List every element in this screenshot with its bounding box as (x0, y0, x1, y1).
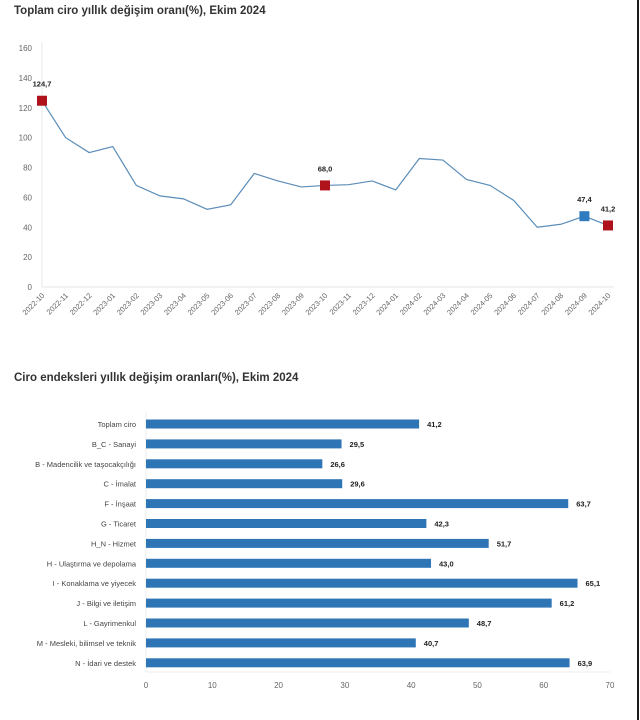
y-tick-label: 80 (23, 164, 32, 173)
bar-value-label: 42,3 (434, 520, 449, 529)
x-tick-label: 2024-02 (398, 291, 424, 317)
bar-value-label: 61,2 (560, 599, 575, 608)
bar (146, 578, 578, 588)
highlight-marker (603, 220, 613, 231)
x-tick-label: 70 (606, 681, 615, 690)
y-tick-label: 60 (23, 193, 32, 202)
x-tick-label: 60 (539, 681, 548, 690)
category-label: F - İnşaat (104, 500, 137, 509)
x-tick-label: 30 (340, 681, 349, 690)
x-tick-label: 2024-03 (421, 291, 447, 317)
category-label: J - Bilgi ve iletişim (76, 599, 136, 608)
x-tick-label: 2023-02 (115, 291, 141, 317)
bar-value-label: 51,7 (497, 539, 512, 548)
bar (146, 459, 323, 469)
bar-chart-title: Ciro endeksleri yıllık değişim oranları(… (14, 372, 299, 384)
x-tick-label: 2022-11 (45, 291, 70, 316)
x-tick-label: 2024-08 (539, 291, 565, 317)
x-tick-label: 2023-06 (209, 291, 235, 317)
x-tick-label: 2022-10 (21, 291, 47, 317)
x-tick-label: 2023-09 (280, 291, 306, 317)
highlight-marker (579, 211, 590, 222)
x-tick-label: 2023-04 (162, 291, 188, 317)
bar-chart: 0 10 20 30 40 50 60 70 Toplam ciro 41,2 B_C - Sana… (35, 412, 615, 690)
x-tick-label: 10 (208, 681, 217, 690)
category-label: B - Madencilik ve taşocakçılığı (35, 460, 136, 469)
category-label: H_N - Hizmet (91, 539, 137, 548)
x-tick-label: 2024-04 (445, 291, 471, 317)
category-label: H - Ulaştırma ve depolama (47, 559, 137, 568)
bar-value-label: 26,6 (330, 460, 345, 469)
bar-value-label: 48,7 (477, 619, 492, 628)
data-label: 124,7 (33, 80, 52, 89)
bar-value-label: 63,9 (578, 659, 593, 668)
category-label: M - Mesleki, bilimsel ve teknik (37, 639, 136, 648)
bar-value-label: 41,2 (427, 420, 442, 429)
category-label: Toplam ciro (98, 420, 136, 429)
x-tick-label: 50 (473, 681, 482, 690)
line-chart: 0 20 40 60 80 100 120 140 160 2022-102022-112022-… (19, 42, 616, 317)
right-border (637, 0, 639, 720)
x-tick-label: 2023-07 (233, 291, 259, 317)
x-tick-label: 2024-06 (492, 291, 518, 317)
highlight-marker (37, 95, 47, 106)
x-tick-label: 2024-05 (469, 291, 495, 317)
bar (146, 479, 343, 489)
y-tick-label: 40 (23, 223, 32, 232)
bar (146, 558, 432, 568)
bar-value-label: 29,6 (350, 480, 365, 489)
x-tick-label: 2023-10 (304, 291, 330, 317)
bar (146, 598, 552, 608)
y-tick-label: 20 (23, 253, 32, 262)
bar-value-label: 40,7 (424, 639, 439, 648)
y-tick-label: 100 (19, 134, 33, 143)
bar-value-label: 29,5 (350, 440, 365, 449)
category-label: C - İmalat (103, 480, 136, 489)
x-tick-label: 2023-05 (186, 291, 212, 317)
category-label: L - Gayrimenkul (83, 619, 136, 628)
y-tick-label: 160 (19, 44, 33, 53)
data-label: 47,4 (577, 195, 592, 204)
x-tick-label: 2024-07 (516, 291, 542, 317)
category-label: N - İdari ve destek (75, 659, 136, 668)
x-tick-label: 2023-03 (138, 291, 164, 317)
x-tick-label: 2024-09 (563, 291, 589, 317)
x-tick-label: 20 (274, 681, 283, 690)
y-tick-label: 0 (28, 283, 33, 292)
bar (146, 658, 570, 668)
x-tick-label: 0 (144, 681, 149, 690)
data-label: 68,0 (318, 164, 333, 173)
x-tick-label: 2023-12 (351, 291, 377, 317)
y-tick-label: 140 (19, 74, 33, 83)
bar (146, 519, 427, 528)
category-label: G - Ticaret (101, 520, 137, 529)
bar (146, 439, 342, 449)
x-tick-label: 2024-10 (587, 291, 613, 317)
x-tick-label: 40 (407, 681, 416, 690)
bar (146, 499, 569, 509)
bar (146, 618, 469, 628)
bar (146, 638, 416, 648)
x-tick-label: 2023-01 (91, 291, 117, 317)
x-tick-label: 2024-01 (374, 291, 400, 317)
bar (146, 538, 489, 548)
y-tick-label: 120 (19, 104, 33, 113)
x-tick-label: 2023-08 (256, 291, 282, 317)
x-tick-label: 2023-11 (328, 291, 353, 316)
highlight-marker (320, 180, 330, 191)
bar-value-label: 65,1 (586, 579, 601, 588)
category-label: B_C - Sanayi (92, 440, 137, 449)
bar-value-label: 63,7 (576, 500, 591, 509)
line-chart-title: Toplam ciro yıllık değişim oranı(%), Eki… (14, 5, 266, 17)
bar (146, 419, 420, 429)
bar-value-label: 43,0 (439, 559, 454, 568)
data-label: 41,2 (601, 204, 616, 213)
category-label: I - Konaklama ve yiyecek (53, 579, 137, 588)
x-tick-label: 2022-12 (68, 291, 94, 317)
